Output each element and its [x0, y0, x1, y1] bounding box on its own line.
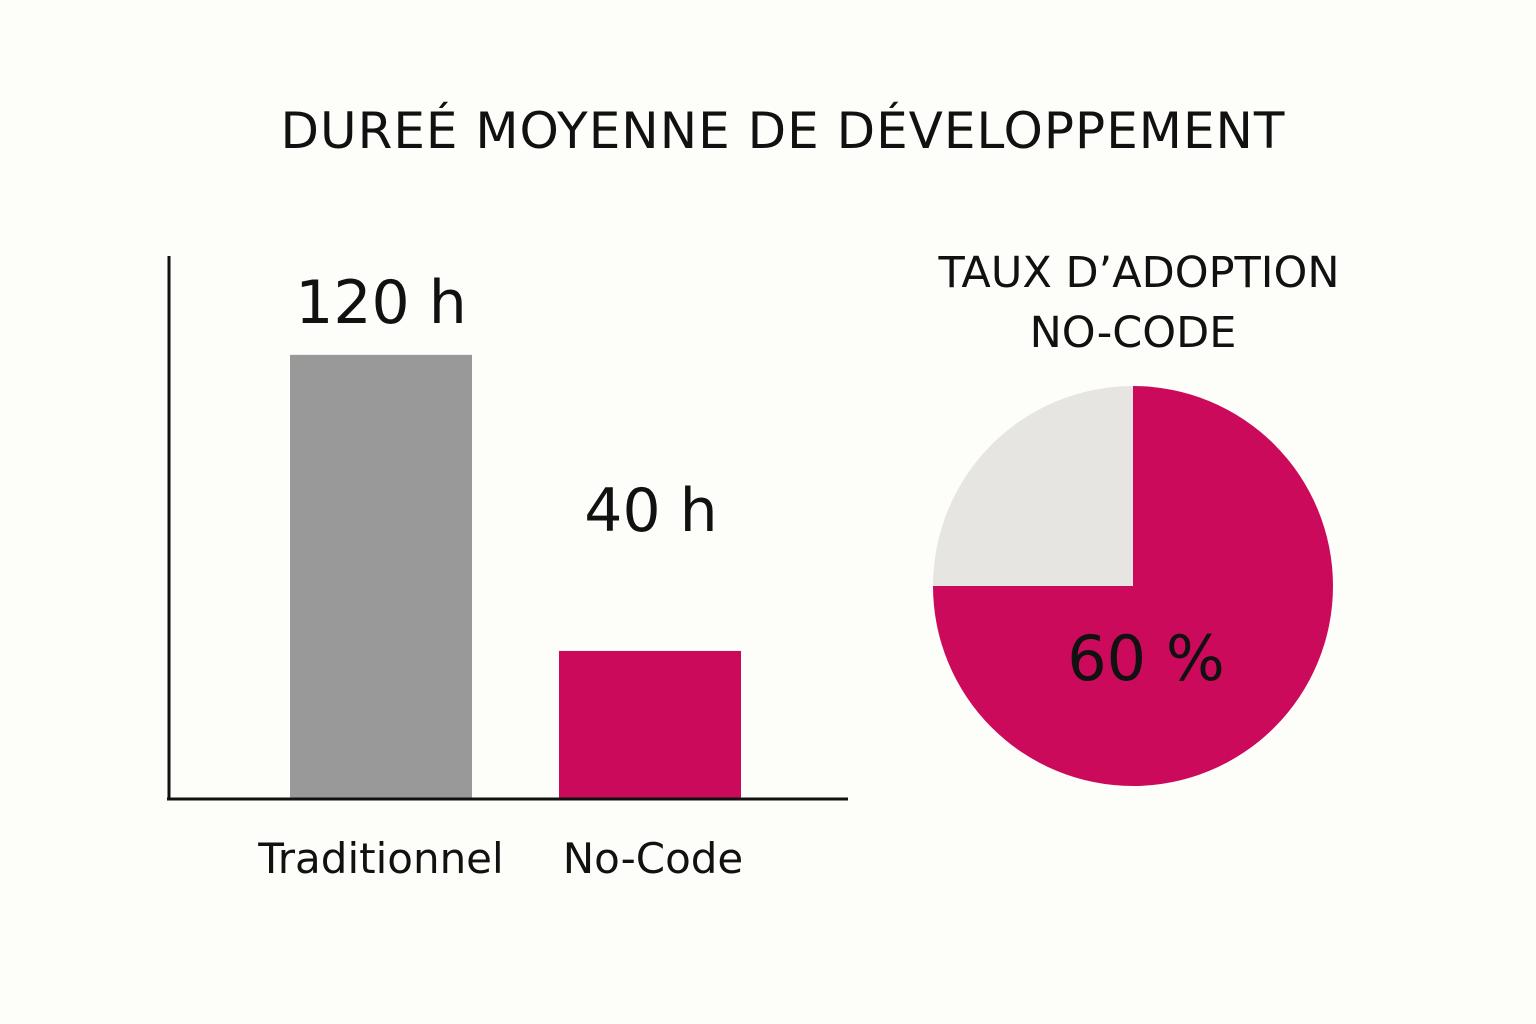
pie-title-line-2: NO-CODE	[1030, 308, 1237, 358]
bar-no-code	[559, 650, 741, 799]
pie-data-label: 60 %	[1067, 622, 1225, 695]
chart-title: DUREÉ MOYENNE DE DÉVELOPPEMENT	[281, 101, 1286, 160]
x-tick-label-traditionnel: Traditionnel	[257, 834, 503, 883]
bar-chart	[290, 354, 741, 799]
pie-chart	[933, 386, 1333, 786]
bar-traditionnel	[290, 354, 472, 799]
pie-slice-1	[933, 386, 1133, 586]
bar-value-label-traditionnel: 120 h	[295, 268, 467, 338]
x-tick-label-no-code: No-Code	[563, 834, 744, 883]
bar-value-label-no-code: 40 h	[584, 476, 717, 546]
pie-title-line-1: TAUX D’ADOPTION	[938, 248, 1340, 298]
